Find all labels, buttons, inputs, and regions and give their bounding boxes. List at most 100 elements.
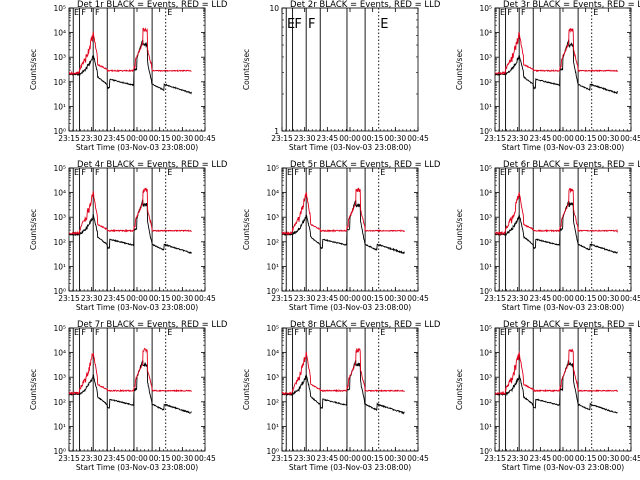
x-tick-label: 00:30 xyxy=(598,134,620,143)
event-marker: E xyxy=(287,168,292,177)
x-tick-label: 23:45 xyxy=(104,294,126,303)
event-marker: F xyxy=(507,328,512,337)
x-tick-label: 23:15 xyxy=(271,134,293,143)
x-axis-label: Start Time (03-Nov-03 23:08:00) xyxy=(289,143,411,152)
event-marker: E xyxy=(500,328,505,337)
y-tick-label: 1 xyxy=(274,127,279,136)
x-tick-label: 23:45 xyxy=(317,294,339,303)
event-marker: E xyxy=(74,328,79,337)
x-tick-label: 23:30 xyxy=(507,134,529,143)
chart-title: Det 8r BLACK = Events, RED = LLD xyxy=(290,320,441,330)
y-tick-label: 10⁴ xyxy=(266,349,279,358)
y-tick-label: 10⁵ xyxy=(266,324,279,333)
series-line-events xyxy=(495,200,618,254)
x-tick-label: 00:45 xyxy=(407,294,429,303)
y-axis-label: Counts/sec xyxy=(455,209,464,250)
chart-panel-9: Det 9r BLACK = Events, RED = LLD 10⁰ 10¹ 10… xyxy=(455,320,640,472)
x-axis-label: Start Time (03-Nov-03 23:08:00) xyxy=(76,303,198,312)
event-marker: E xyxy=(287,17,295,32)
event-marker: F xyxy=(521,328,526,337)
y-tick-label: 10⁵ xyxy=(479,324,492,333)
x-tick-label: 00:15 xyxy=(362,454,384,463)
chart-panel-6: Det 6r BLACK = Events, RED = LLD 10⁰ 10¹ 10… xyxy=(455,160,640,312)
event-marker: E xyxy=(380,328,385,337)
y-tick-label: 10⁰ xyxy=(266,287,279,296)
event-marker: F xyxy=(95,168,100,177)
y-tick-label: 10³ xyxy=(479,373,492,382)
event-marker: E xyxy=(167,8,172,17)
x-tick-label: 00:30 xyxy=(385,134,407,143)
chart-title: Det 1r BLACK = Events, RED = LLD xyxy=(77,0,228,10)
x-tick-label: 23:15 xyxy=(58,454,80,463)
event-marker: E xyxy=(287,328,292,337)
x-tick-label: 00:30 xyxy=(172,134,194,143)
x-tick-label: 23:45 xyxy=(530,454,552,463)
series-line-lld xyxy=(69,27,192,76)
y-tick-label: 10³ xyxy=(53,373,66,382)
series-line-events xyxy=(69,39,192,95)
event-marker: E xyxy=(74,168,79,177)
event-marker: F xyxy=(294,17,301,32)
plot-frame xyxy=(494,167,632,292)
event-marker: F xyxy=(507,8,512,17)
event-marker: F xyxy=(308,328,313,337)
series-line-lld xyxy=(495,187,618,236)
event-marker: F xyxy=(81,8,86,17)
x-tick-label: 23:15 xyxy=(484,294,506,303)
x-tick-label: 00:45 xyxy=(407,454,429,463)
x-tick-label: 00:15 xyxy=(149,454,171,463)
event-marker: F xyxy=(521,168,526,177)
x-tick-label: 00:15 xyxy=(575,294,597,303)
x-tick-label: 23:30 xyxy=(294,134,316,143)
y-tick-label: 10² xyxy=(53,78,66,87)
x-tick-label: 00:15 xyxy=(149,294,171,303)
event-marker: F xyxy=(521,8,526,17)
x-tick-label: 00:30 xyxy=(172,294,194,303)
x-tick-label: 00:30 xyxy=(172,454,194,463)
x-tick-label: 23:45 xyxy=(530,134,552,143)
y-tick-label: 10⁵ xyxy=(479,164,492,173)
x-tick-label: 00:45 xyxy=(194,454,216,463)
series-line-events xyxy=(282,200,405,255)
x-tick-label: 00:45 xyxy=(194,294,216,303)
y-tick-label: 10⁵ xyxy=(53,164,66,173)
x-tick-label: 23:30 xyxy=(507,294,529,303)
x-tick-label: 23:30 xyxy=(81,294,103,303)
x-tick-label: 23:30 xyxy=(81,134,103,143)
x-tick-label: 23:15 xyxy=(484,134,506,143)
x-axis-label: Start Time (03-Nov-03 23:08:00) xyxy=(502,143,624,152)
event-marker: E xyxy=(593,8,598,17)
x-tick-label: 23:15 xyxy=(271,294,293,303)
event-marker: E xyxy=(74,8,79,17)
y-tick-label: 10¹ xyxy=(479,262,492,271)
plot-frame xyxy=(281,7,419,132)
event-marker: F xyxy=(294,168,299,177)
plot-frame xyxy=(281,167,419,292)
x-tick-label: 00:45 xyxy=(620,294,640,303)
y-tick-label: 10⁰ xyxy=(479,127,492,136)
y-tick-label: 10⁰ xyxy=(479,287,492,296)
y-tick-label: 10⁵ xyxy=(53,4,66,13)
chart-title: Det 3r BLACK = Events, RED = LLD xyxy=(503,0,640,10)
x-tick-label: 23:45 xyxy=(104,454,126,463)
x-tick-label: 23:30 xyxy=(294,294,316,303)
event-marker: E xyxy=(167,328,172,337)
series-line-lld xyxy=(282,347,405,396)
event-marker: F xyxy=(308,17,315,32)
event-marker: E xyxy=(380,168,385,177)
x-tick-label: 00:15 xyxy=(575,134,597,143)
event-marker: E xyxy=(380,17,388,32)
event-marker: E xyxy=(593,168,598,177)
y-tick-label: 10² xyxy=(266,238,279,247)
x-tick-label: 00:45 xyxy=(620,134,640,143)
event-marker: F xyxy=(95,328,100,337)
x-axis-label: Start Time (03-Nov-03 23:08:00) xyxy=(502,303,624,312)
x-tick-label: 23:45 xyxy=(530,294,552,303)
chart-panel-8: Det 8r BLACK = Events, RED = LLD 10⁰ 10¹ 10… xyxy=(242,320,441,472)
y-tick-label: 10¹ xyxy=(266,422,279,431)
x-tick-label: 23:15 xyxy=(58,134,80,143)
y-tick-label: 10⁴ xyxy=(266,189,279,198)
event-marker: F xyxy=(81,168,86,177)
